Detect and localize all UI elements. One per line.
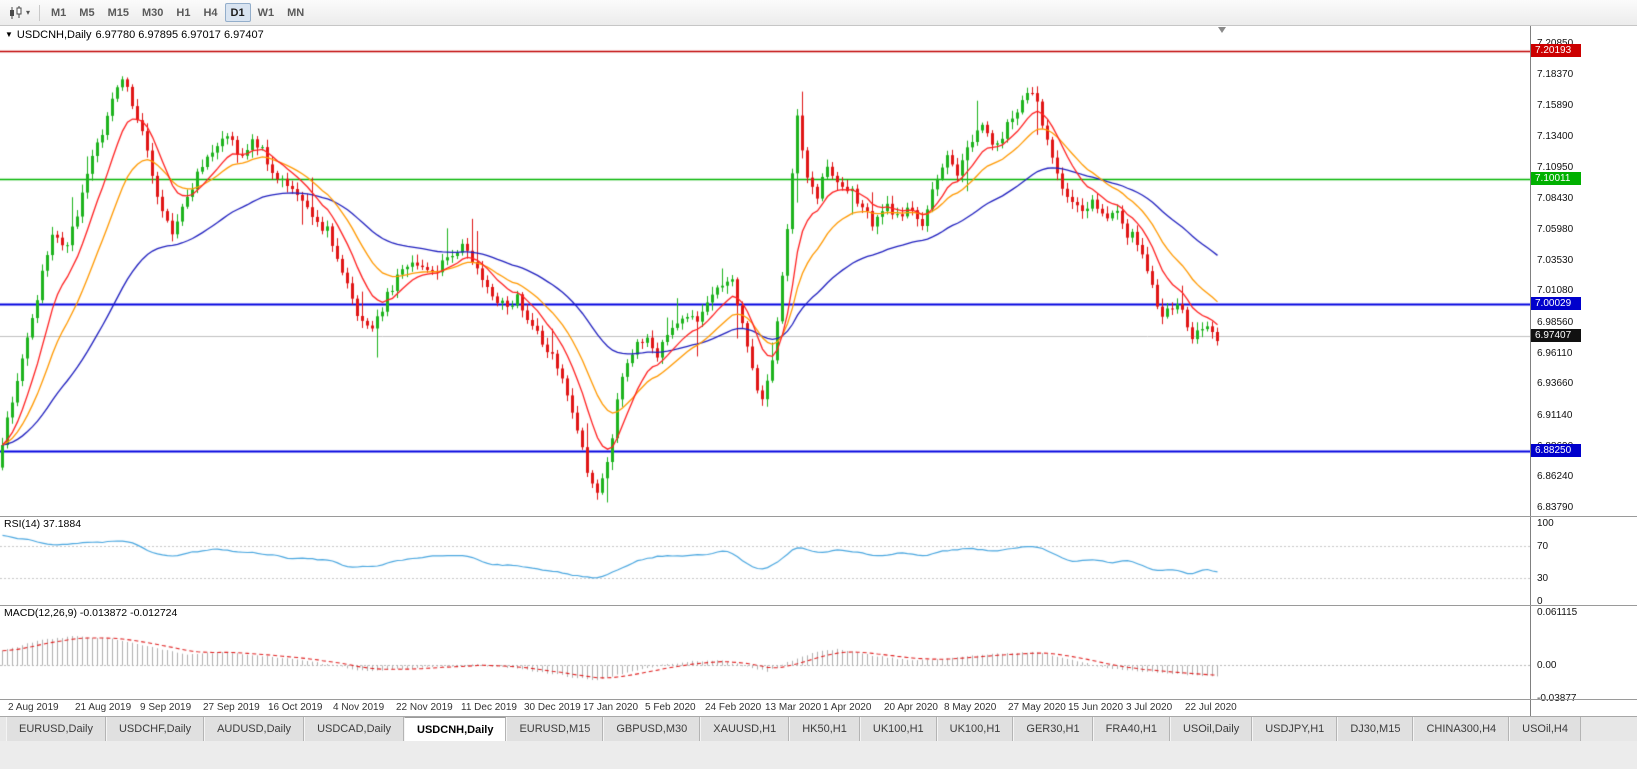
chart-tab-eurusd-m15[interactable]: EURUSD,M15	[506, 717, 604, 741]
time-axis[interactable]: 2 Aug 2019 21 Aug 2019 9 Sep 2019 27 Sep 20…	[0, 700, 1530, 716]
price-tick-label: 7.20850	[1537, 38, 1573, 49]
date-tick-label: 8 May 2020	[944, 702, 997, 713]
chart-tab-usdcnh-daily[interactable]: USDCNH,Daily	[404, 717, 507, 741]
timeframe-toolbar: ▾ M1 M5 M15 M30 H1 H4 D1 W1 MN	[0, 0, 1637, 26]
date-tick-label: 27 May 2020	[1008, 702, 1066, 713]
date-tick-label: 27 Sep 2019	[203, 702, 260, 713]
chart-title-marker-icon: ▼	[5, 30, 13, 39]
price-tick-label: 7.08430	[1537, 193, 1574, 205]
timeframe-button-m5[interactable]: M5	[73, 3, 100, 22]
date-tick-label: 9 Sep 2019	[140, 702, 192, 713]
panel-separator[interactable]	[0, 516, 1637, 517]
chart-tab-dj30-m15[interactable]: DJ30,M15	[1337, 717, 1414, 741]
date-tick-label: 24 Feb 2020	[705, 702, 762, 713]
candlestick-glyph	[10, 5, 22, 19]
date-tick-label: 30 Dec 2019	[524, 702, 581, 713]
chart-tabbar: EURUSD,Daily USDCHF,Daily AUDUSD,Daily USDC…	[0, 716, 1637, 741]
chart-tab-eurusd-daily[interactable]: EURUSD,Daily	[6, 717, 106, 741]
price-tick-label: 6.98560	[1537, 316, 1574, 328]
timeframe-buttons: M1 M5 M15 M30 H1 H4 D1 W1 MN	[45, 3, 310, 22]
hline-price-label: 7.00029	[1531, 296, 1581, 310]
chart-symbol-label: USDCNH,Daily	[16, 29, 92, 41]
chart-tab-gbpusd-m30[interactable]: GBPUSD,M30	[603, 717, 701, 741]
date-tick-label: 2 Aug 2019	[8, 702, 59, 713]
date-tick-label: 22 Nov 2019	[396, 702, 453, 713]
chart-tab-usdcad-daily[interactable]: USDCAD,Daily	[304, 717, 405, 741]
date-tick-label: 1 Apr 2020	[823, 702, 872, 713]
chart-window: ▼ USDCNH,Daily 6.97780 6.97895 6.97017 6…	[0, 26, 1637, 716]
chart-tab-uk100-h1[interactable]: UK100,H1	[859, 717, 937, 741]
chart-tab-hk50-h1[interactable]: HK50,H1	[789, 717, 860, 741]
panel-separator[interactable]	[0, 605, 1637, 606]
chart-tab-usoil-h4[interactable]: USOil,H4	[1509, 717, 1581, 741]
chart-title: ▼ USDCNH,Daily 6.97780 6.97895 6.97017 6…	[5, 29, 264, 41]
timeframe-button-m30[interactable]: M30	[136, 3, 169, 22]
rsi-panel-title: RSI(14) 37.1884	[4, 518, 82, 530]
date-tick-label: 11 Dec 2019	[461, 702, 517, 713]
rsi-tick-label: 30	[1537, 572, 1549, 584]
price-tick-label: 7.05980	[1537, 224, 1574, 236]
chart-tab-xauusd-h1[interactable]: XAUUSD,H1	[700, 717, 790, 741]
price-axis[interactable]: 7.20850 7.18370 7.15890 7.13400 7.10950 7.084…	[1530, 26, 1637, 716]
bottom-filler	[0, 741, 1637, 769]
chart-tab-usdjpy-h1[interactable]: USDJPY,H1	[1252, 717, 1338, 741]
price-tick-label: 6.86240	[1537, 471, 1574, 483]
timeframe-button-m15[interactable]: M15	[102, 3, 135, 22]
timeframe-button-m1[interactable]: M1	[45, 3, 72, 22]
date-tick-label: 21 Aug 2019	[75, 702, 132, 713]
chart-tab-ger30-h1[interactable]: GER30,H1	[1013, 717, 1093, 741]
timeframe-button-mn[interactable]: MN	[281, 3, 310, 22]
rsi-tick-label: 70	[1537, 541, 1549, 553]
current-price-label: 6.97407	[1531, 329, 1581, 343]
chart-tab-uk100-h1[interactable]: UK100,H1	[936, 717, 1014, 741]
price-tick-label: 7.13400	[1537, 131, 1574, 143]
date-tick-label: 20 Apr 2020	[884, 702, 938, 713]
date-tick-label: 5 Feb 2020	[645, 702, 696, 713]
rsi-panel-canvas[interactable]	[0, 517, 1530, 605]
price-chart-canvas[interactable]	[0, 26, 1530, 516]
price-tick-label: 7.03530	[1537, 254, 1574, 266]
hline-price-label: 6.88250	[1531, 444, 1581, 458]
chart-type-icon[interactable]: ▾	[4, 3, 34, 23]
chart-tab-fra40-h1[interactable]: FRA40,H1	[1092, 717, 1170, 741]
chart-tab-china300-h4[interactable]: CHINA300,H4	[1413, 717, 1510, 741]
price-tick-label: 6.96110	[1537, 347, 1573, 359]
date-tick-label: 4 Nov 2019	[333, 702, 385, 713]
chevron-down-icon: ▾	[26, 8, 31, 17]
toolbar-separator	[39, 4, 41, 21]
price-tick-label: 6.93660	[1537, 378, 1574, 390]
timeframe-button-w1[interactable]: W1	[252, 3, 281, 22]
chart-tab-usdchf-daily[interactable]: USDCHF,Daily	[105, 717, 205, 741]
price-tick-label: 6.83790	[1537, 501, 1574, 513]
chart-shift-marker[interactable]	[1218, 27, 1226, 33]
price-tick-label: 6.91140	[1537, 409, 1573, 421]
macd-tick-label: -0.03877	[1537, 693, 1576, 704]
rsi-tick-label: 100	[1537, 518, 1554, 529]
macd-panel-canvas[interactable]	[0, 606, 1530, 699]
date-tick-label: 16 Oct 2019	[268, 702, 323, 713]
timeframe-button-h4[interactable]: H4	[197, 3, 223, 22]
chart-ohlc-readout: 6.97780 6.97895 6.97017 6.97407	[95, 29, 264, 41]
date-tick-label: 15 Jun 2020	[1068, 702, 1124, 713]
hline-price-label: 7.10011	[1531, 171, 1581, 185]
date-tick-label: 17 Jan 2020	[583, 702, 639, 713]
date-tick-label: 3 Jul 2020	[1126, 702, 1173, 713]
date-tick-label: 13 Mar 2020	[765, 702, 822, 713]
price-tick-label: 7.18370	[1537, 68, 1574, 80]
date-tick-label: 22 Jul 2020	[1185, 702, 1237, 713]
hline-price-label: 7.20193	[1531, 44, 1581, 58]
price-tick-label: 7.15890	[1537, 99, 1574, 111]
rsi-tick-label: 0	[1537, 596, 1543, 607]
macd-tick-label: 0.00	[1537, 659, 1557, 671]
price-tick-label: 7.01080	[1537, 285, 1574, 297]
timeframe-button-h1[interactable]: H1	[170, 3, 196, 22]
panel-separator	[0, 699, 1637, 700]
chart-tab-usoil-daily[interactable]: USOil,Daily	[1169, 717, 1253, 741]
timeframe-button-d1[interactable]: D1	[224, 3, 251, 22]
macd-panel-title: MACD(12,26,9) -0.013872 -0.012724	[4, 607, 178, 619]
macd-tick-label: 0.061115	[1537, 607, 1578, 618]
chart-tab-audusd-daily[interactable]: AUDUSD,Daily	[204, 717, 305, 741]
price-tick-label: 7.10950	[1537, 161, 1574, 173]
